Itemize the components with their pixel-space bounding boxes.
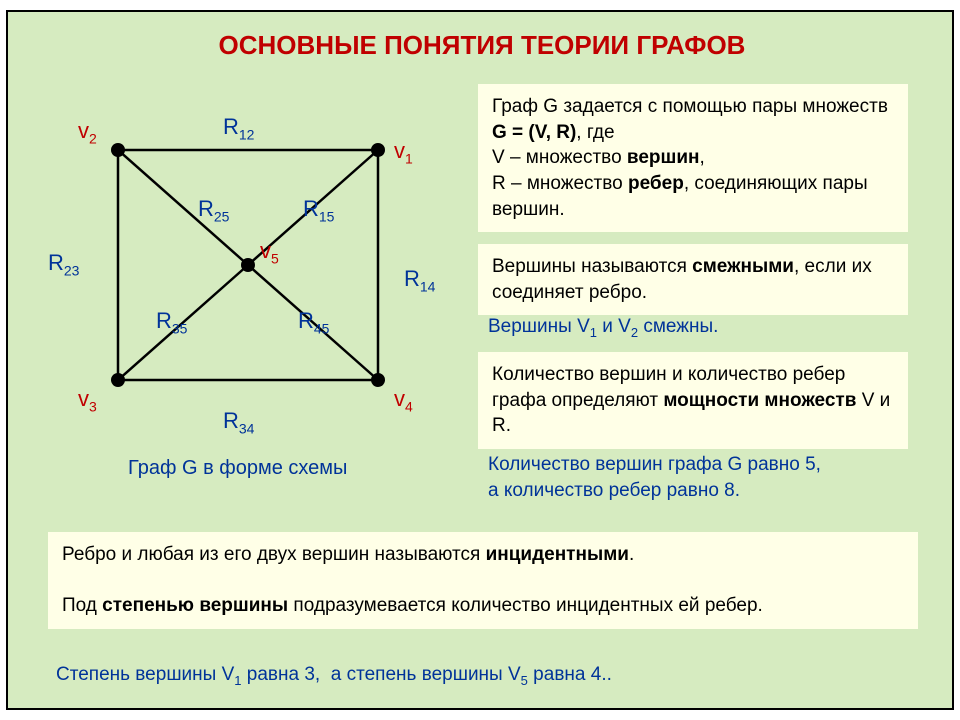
vertex-label: v2: [78, 118, 97, 146]
example-cardinality: Количество вершин графа G равно 5,а коли…: [488, 452, 821, 503]
edge-label: R15: [303, 196, 334, 224]
graph-diagram: v1 v2 v3 v4 v5 R12 R23 R34 R14 R15 R25 R35 R45: [48, 90, 448, 490]
edge-label: R35: [156, 308, 187, 336]
edge-label: R25: [198, 196, 229, 224]
edge-label: R23: [48, 250, 79, 278]
vertex-label: v5: [260, 238, 279, 266]
definition-box-adjacent: Вершины называются смежными, если их сое…: [478, 244, 908, 315]
example-degree: Степень вершины V1 равна 3, а степень ве…: [56, 662, 612, 689]
edge-label: R14: [404, 266, 435, 294]
example-adjacent: Вершины V1 и V2 смежны.: [488, 314, 718, 341]
definition-box-incident: Ребро и любая из его двух вершин называю…: [48, 532, 918, 629]
vertex-label: v1: [394, 138, 413, 166]
edge-label: R12: [223, 114, 254, 142]
edge-label: R34: [223, 408, 254, 436]
graph-caption: Граф G в форме схемы: [128, 457, 347, 480]
definition-box-cardinality: Количество вершин и количество ребер гра…: [478, 352, 908, 449]
slide: ОСНОВНЫЕ ПОНЯТИЯ ТЕОРИИ ГРАФОВ v1v2v3v4v…: [6, 10, 954, 710]
vertex-label: v3: [78, 386, 97, 414]
page-title: ОСНОВНЫЕ ПОНЯТИЯ ТЕОРИИ ГРАФОВ: [8, 30, 956, 61]
edge-label: R45: [298, 308, 329, 336]
definition-box-graph: Граф G задается с помощью пары множеств …: [478, 84, 908, 232]
vertex-label: v4: [394, 386, 413, 414]
